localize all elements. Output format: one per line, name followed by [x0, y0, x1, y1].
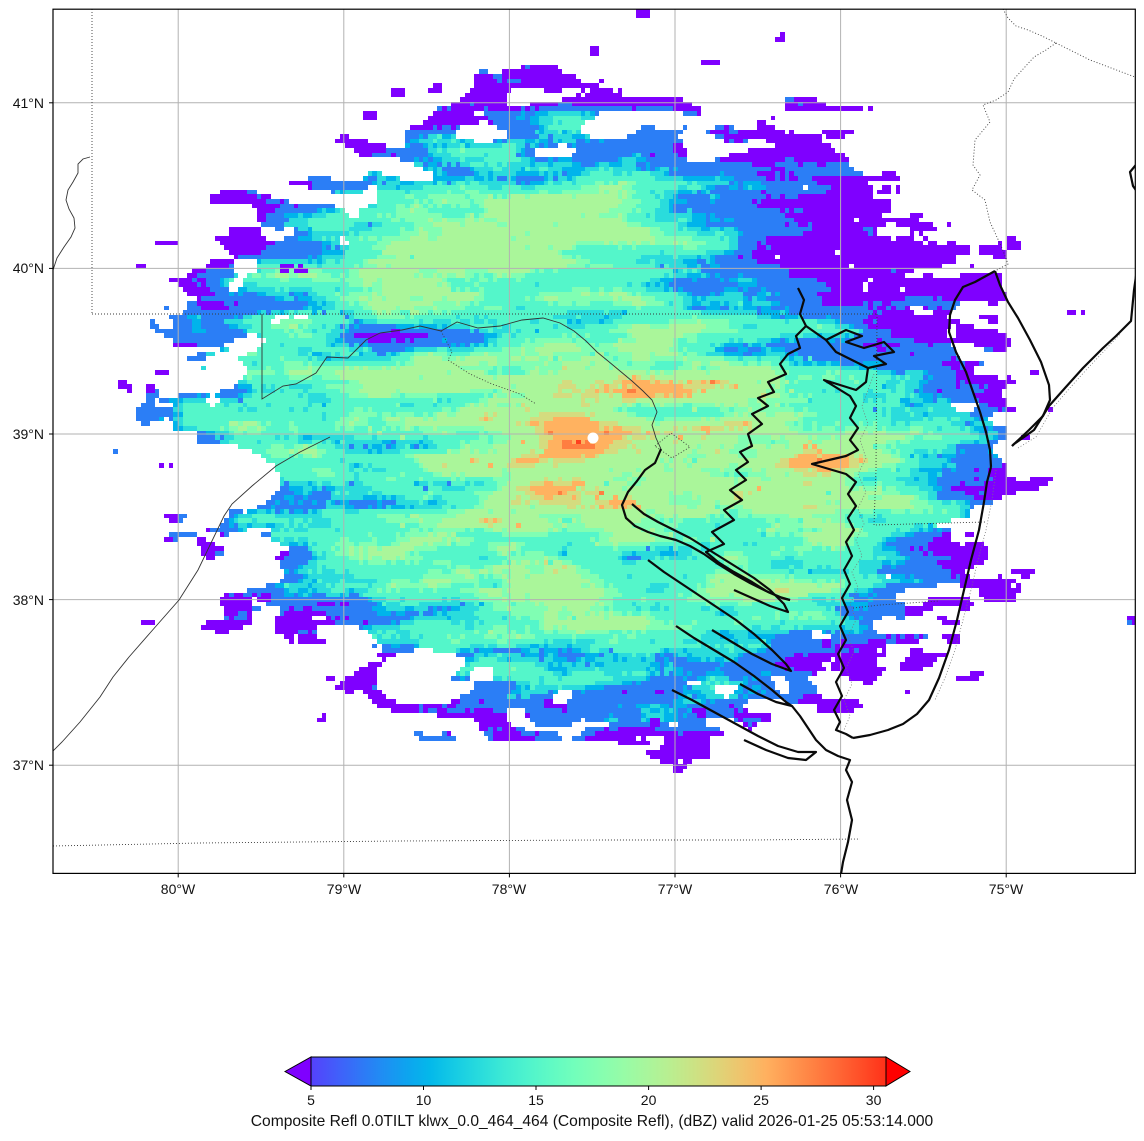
svg-text:25: 25	[753, 1092, 769, 1108]
svg-text:75°W: 75°W	[989, 881, 1024, 897]
svg-text:20: 20	[641, 1092, 657, 1108]
svg-text:80°W: 80°W	[161, 881, 196, 897]
svg-text:37°N: 37°N	[13, 757, 44, 773]
svg-text:30: 30	[866, 1092, 882, 1108]
svg-text:10: 10	[416, 1092, 432, 1108]
svg-text:79°W: 79°W	[327, 881, 362, 897]
svg-text:78°W: 78°W	[492, 881, 527, 897]
svg-text:40°N: 40°N	[13, 260, 44, 276]
svg-text:15: 15	[528, 1092, 544, 1108]
svg-text:Composite Refl 0.0TILT klwx_0.: Composite Refl 0.0TILT klwx_0.0_464_464 …	[251, 1113, 934, 1130]
svg-text:39°N: 39°N	[13, 426, 44, 442]
svg-text:38°N: 38°N	[13, 592, 44, 608]
svg-text:77°W: 77°W	[658, 881, 693, 897]
svg-text:5: 5	[307, 1092, 315, 1108]
svg-text:41°N: 41°N	[13, 95, 44, 111]
svg-text:76°W: 76°W	[824, 881, 859, 897]
